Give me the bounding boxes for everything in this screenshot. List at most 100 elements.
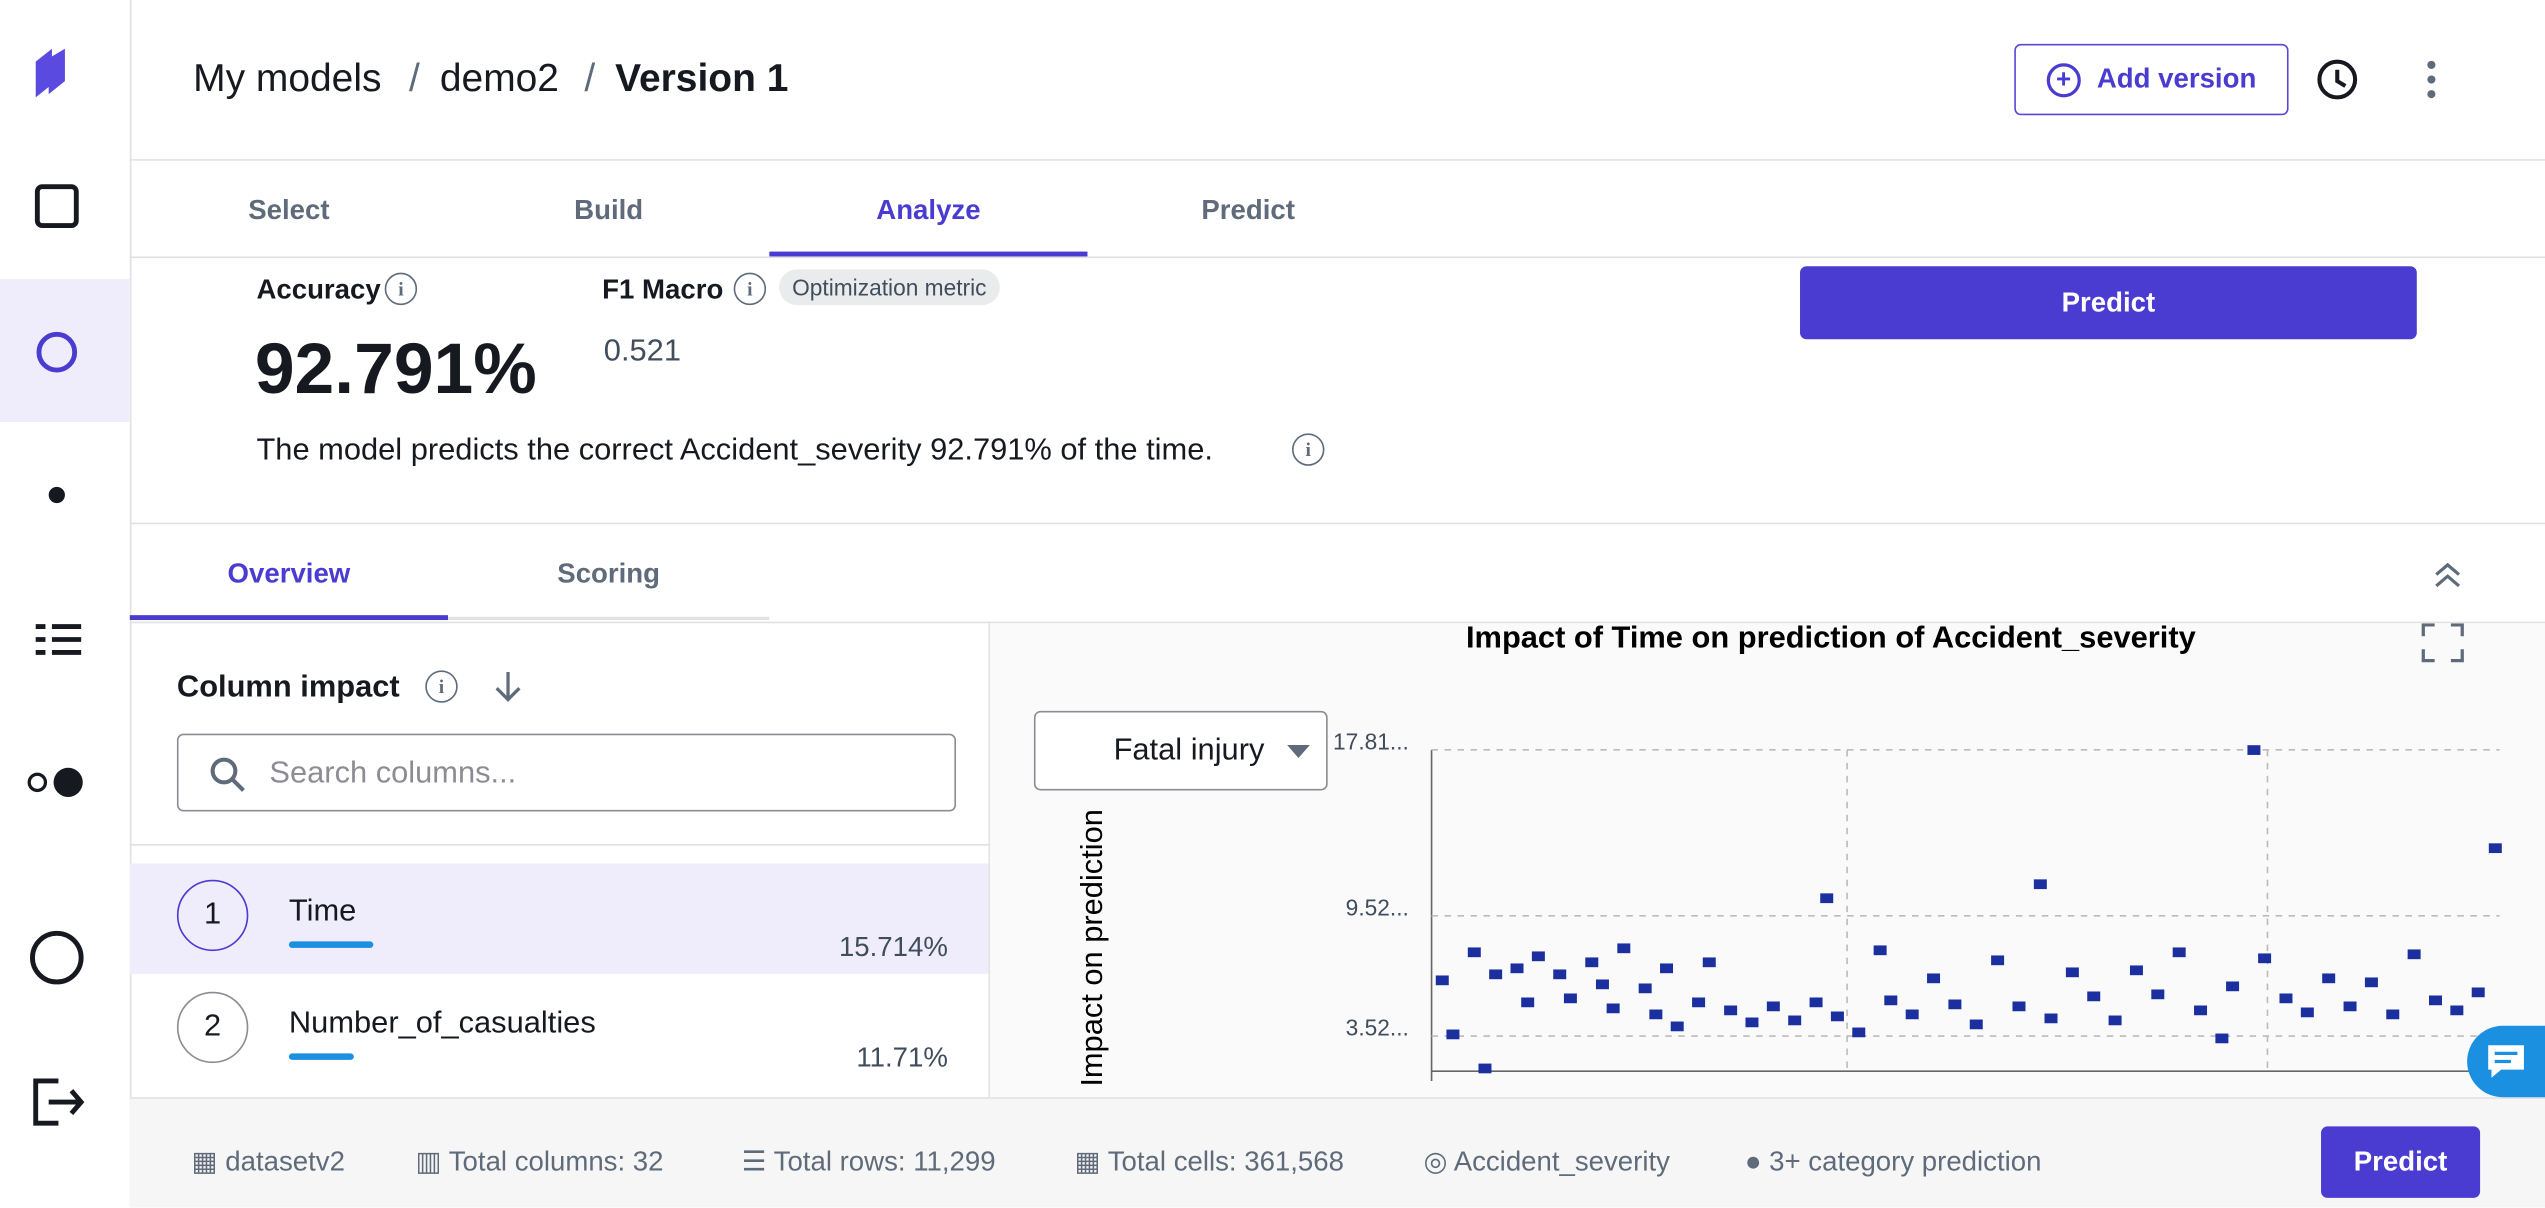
point — [2300, 1007, 2314, 1018]
point — [1446, 1029, 1460, 1040]
panel-title: Column impact — [176, 670, 400, 705]
point — [1553, 969, 1567, 980]
point — [1927, 973, 1941, 984]
chart-title: Impact of Time on prediction of Accident… — [1466, 623, 2196, 654]
logo[interactable] — [35, 48, 65, 98]
button-label: Predict — [2353, 1145, 2448, 1177]
point — [1873, 945, 1887, 956]
tab[interactable]: Select — [248, 194, 330, 226]
point — [2322, 973, 2336, 984]
tab-underline — [769, 251, 1088, 257]
point — [2151, 989, 2165, 1000]
point — [1489, 969, 1503, 980]
point — [1820, 893, 1834, 904]
dropdown-value: Fatal injury — [1113, 733, 1265, 768]
nav-models[interactable] — [34, 184, 79, 229]
column-impact-panel: Column impact i Search columns... 1 Time… — [129, 623, 991, 1098]
sidebar-icons — [0, 48, 130, 1126]
impact-row[interactable]: 2 Number_of_casualties 11.71% — [130, 974, 989, 1084]
metric-label: F1 Macro — [602, 274, 724, 306]
expand-icon[interactable] — [2421, 623, 2464, 663]
nav-toggle[interactable] — [27, 772, 48, 793]
metric-value: 92.791% — [254, 329, 537, 410]
predict-button[interactable]: Predict — [1800, 266, 2417, 340]
point — [1670, 1021, 1684, 1032]
subtab[interactable]: Scoring — [557, 558, 661, 590]
point — [1905, 1009, 1919, 1020]
point — [1435, 975, 1449, 986]
sort-icon[interactable] — [490, 669, 526, 705]
metric-label: Accuracy — [256, 274, 381, 306]
footer-predict-button[interactable]: Predict — [2321, 1126, 2481, 1198]
class-dropdown[interactable]: Fatal injury — [1033, 710, 1328, 791]
footer-text: datasetv2 — [225, 1145, 345, 1177]
point — [1692, 997, 1706, 1008]
nav-list[interactable] — [35, 624, 82, 655]
impact-row[interactable]: 1 Time 15.714% — [129, 863, 989, 974]
breadcrumb[interactable]: My models — [193, 56, 382, 101]
point — [2087, 991, 2101, 1002]
nav-help[interactable] — [30, 930, 84, 985]
footer-item: ☰ Total rows: 11,299 — [741, 1145, 996, 1177]
collapse-icon[interactable] — [2431, 558, 2463, 590]
y-tick-label: 3.52... — [1346, 1015, 1409, 1041]
point — [1478, 1063, 1492, 1074]
impact-value: 11.71% — [856, 1042, 948, 1073]
point — [1788, 1015, 1802, 1026]
rank: 2 — [176, 991, 249, 1064]
metric-value: 0.521 — [603, 334, 681, 369]
tab[interactable]: Build — [574, 194, 644, 226]
point — [2194, 1005, 2208, 1016]
more-icon[interactable] — [2418, 58, 2444, 100]
badge: Optimization metric — [779, 269, 1000, 306]
point — [1724, 1005, 1738, 1016]
point — [2450, 1005, 2464, 1016]
point — [1884, 995, 1898, 1006]
point — [1617, 943, 1631, 954]
footer-text: Accident_severity — [1453, 1145, 1670, 1177]
add-version-button[interactable]: + Add version — [2014, 43, 2289, 116]
nav-toggle-knob — [53, 767, 83, 797]
point — [2215, 1033, 2229, 1044]
point — [1563, 993, 1577, 1004]
point — [2129, 965, 2143, 976]
footer-text: Total columns: 32 — [448, 1145, 664, 1177]
rank: 1 — [176, 879, 249, 952]
point — [2044, 1013, 2058, 1024]
point — [2429, 995, 2442, 1006]
subtab-active[interactable]: Overview — [227, 558, 351, 590]
point — [1745, 1017, 1759, 1028]
column-name: Time — [288, 894, 357, 929]
history-icon[interactable] — [2311, 55, 2363, 107]
footer-item: ▦ datasetv2 — [191, 1145, 345, 1177]
point — [2226, 981, 2240, 992]
point — [1702, 957, 1716, 968]
tab-active[interactable]: Analyze — [876, 194, 981, 226]
footer-item: ◎ Accident_severity — [1423, 1145, 1670, 1177]
nav-network[interactable] — [48, 486, 65, 504]
point — [2343, 1001, 2357, 1012]
breadcrumb[interactable]: demo2 — [439, 56, 559, 101]
point — [1606, 1003, 1620, 1014]
point — [1948, 999, 1962, 1010]
impact-value: 15.714% — [838, 931, 948, 963]
y-axis-label: Impact on prediction — [1074, 809, 1109, 1087]
point — [2108, 1015, 2122, 1026]
nav-logout[interactable] — [33, 1078, 85, 1126]
point — [1830, 1011, 1844, 1022]
point — [2364, 977, 2378, 988]
search-box[interactable]: Search columns... — [176, 733, 957, 812]
point — [2033, 879, 2047, 890]
point — [1638, 983, 1652, 994]
active-nav-bg — [0, 279, 130, 423]
point — [1852, 1027, 1866, 1038]
tab[interactable]: Predict — [1201, 194, 1295, 226]
point — [2488, 843, 2502, 854]
footer-text: Total rows: 11,299 — [773, 1145, 996, 1177]
point — [1809, 997, 1823, 1008]
footer-text: Total cells: 361,568 — [1107, 1145, 1344, 1177]
chat-button[interactable] — [2467, 1025, 2545, 1098]
nav-analyze[interactable] — [36, 331, 78, 373]
